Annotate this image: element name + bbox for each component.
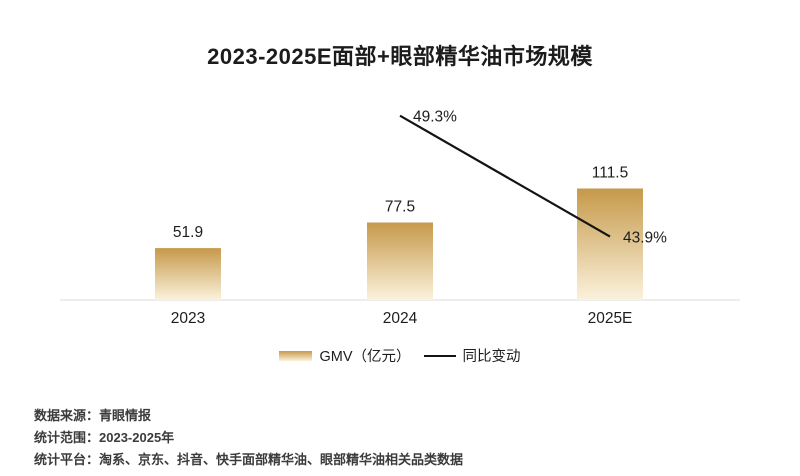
bar-value-2024: 77.5 [385, 199, 415, 216]
yoy-line [399, 114, 611, 238]
legend-line-icon [423, 354, 456, 357]
bar-2023 [155, 248, 221, 300]
footer-scope: 统计范围：2023-2025年 [34, 430, 175, 445]
legend-gmv-swatch-icon [279, 350, 313, 361]
legend-yoy-label: 同比变动 [462, 349, 521, 365]
legend-gmv-label: GMV（亿元） [319, 349, 411, 365]
yoy-value-2024: 49.3% [413, 109, 457, 126]
chart-title: 2023-2025E面部+眼部精华油市场规模 [207, 44, 593, 69]
x-label-2025E: 2025E [588, 310, 633, 327]
footer-notes: 数据来源：青眼情报 统计范围：2023-2025年 统计平台：淘系、京东、抖音、… [34, 405, 463, 471]
bar-2025E [577, 188, 643, 300]
footer-source: 数据来源：青眼情报 [34, 408, 152, 423]
bar-value-2023: 51.9 [173, 224, 203, 241]
x-label-2023: 2023 [171, 310, 205, 327]
bar-value-2025E: 111.5 [592, 165, 629, 182]
legend: GMV（亿元） 同比变动 [0, 345, 800, 366]
x-label-2024: 2024 [383, 310, 418, 327]
footer-platforms: 统计平台：淘系、京东、抖音、快手面部精华油、眼部精华油相关品类数据 [34, 452, 464, 467]
yoy-value-2025E: 43.9% [623, 230, 667, 247]
bar-2024 [367, 222, 433, 300]
bar-line-chart: 51.9 2023 77.5 2024 111.5 2025E 49.3% 43.9% [60, 109, 740, 327]
